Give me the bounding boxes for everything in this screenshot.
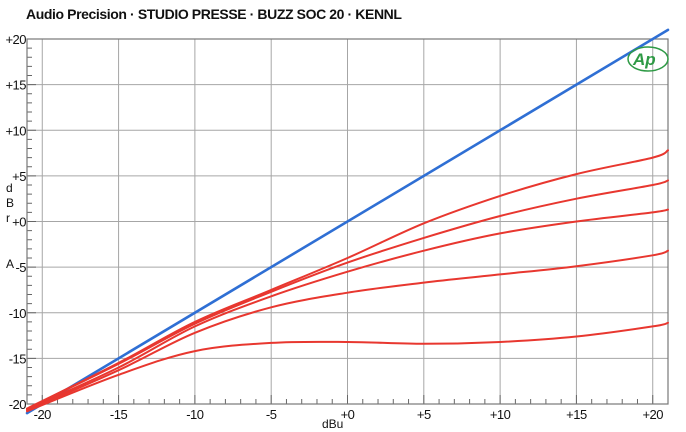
- y-axis-label-char: B: [6, 196, 14, 210]
- ap-logo-ring: [627, 46, 669, 72]
- y-axis-label-char: d: [6, 181, 13, 195]
- series-line-4: [26, 249, 669, 412]
- ap-logo-text: Ap: [632, 50, 656, 69]
- y-axis-label-char: r: [6, 211, 10, 225]
- y-tick-label: -5: [15, 260, 26, 275]
- y-axis-label: dBr A: [6, 181, 14, 271]
- series-line-reference: [25, 28, 670, 415]
- x-tick-label: +20: [642, 407, 663, 422]
- x-tick-label: -10: [186, 407, 204, 422]
- y-tick-label: +10: [5, 123, 26, 138]
- x-axis-tick-labels: -20 -15 -10 -5 +0 +5 +10 +15 +20: [34, 407, 664, 422]
- y-tick-label: -20: [9, 397, 27, 412]
- y-tick-label: +15: [5, 78, 26, 93]
- x-tick-label: +15: [566, 407, 587, 422]
- x-tick-label: -5: [266, 407, 277, 422]
- series-line-1: [26, 149, 669, 410]
- series-line-5: [26, 321, 669, 413]
- x-tick-label: -20: [34, 407, 52, 422]
- y-tick-label: +5: [12, 169, 26, 184]
- series-group: [25, 28, 670, 415]
- y-axis-tick-labels: +20 +15 +10 +5 +0 -5 -10 -15 -20: [5, 32, 26, 412]
- plot-frame: [26, 38, 669, 405]
- series-line-2: [26, 179, 669, 410]
- y-tick-label: -15: [9, 351, 27, 366]
- y-tick-label: -10: [9, 306, 27, 321]
- y-tick-label: +0: [12, 215, 26, 230]
- y-axis-label-char: A: [6, 257, 14, 271]
- x-tick-label: +0: [341, 407, 355, 422]
- ap-logo-icon: Ap: [627, 46, 669, 72]
- x-tick-label: +5: [417, 407, 431, 422]
- x-tick-label: +10: [490, 407, 511, 422]
- chart-title: Audio Precision · STUDIO PRESSE · BUZZ S…: [26, 6, 402, 22]
- x-axis-label: dBu: [322, 417, 343, 431]
- y-tick-label: +20: [5, 32, 26, 47]
- series-line-3: [26, 208, 669, 411]
- x-tick-label: -15: [110, 407, 128, 422]
